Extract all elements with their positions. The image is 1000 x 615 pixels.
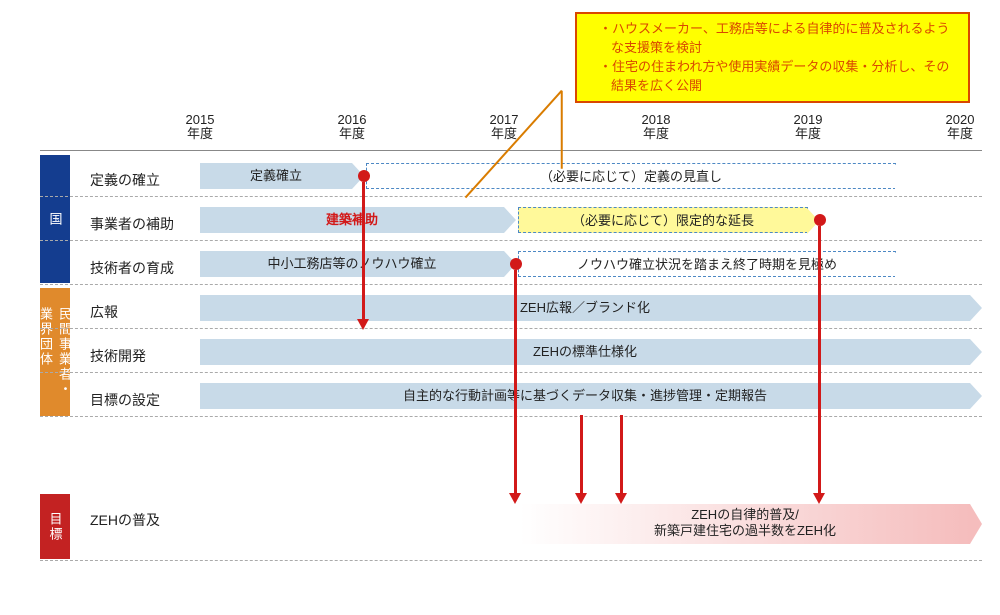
red-arrow — [362, 182, 365, 320]
red-arrow — [580, 415, 583, 494]
header-line — [40, 150, 982, 151]
bar-arrow-tip — [970, 383, 982, 409]
leader-line — [561, 91, 563, 169]
row-label: 広報 — [90, 302, 200, 322]
timeline-bar: 中小工務店等のノウハウ確立 — [200, 251, 504, 277]
timeline-bar: ZEH広報／ブランド化 — [200, 295, 970, 321]
row-label: 事業者の補助 — [90, 214, 200, 234]
bar-arrow-tip — [895, 252, 907, 278]
callout-item: ハウスメーカー、工務店等による自律的に普及されるような支援策を検討 — [599, 20, 958, 58]
bar-arrow-tip — [970, 504, 982, 544]
bar-arrow-tip — [895, 164, 907, 190]
row-divider — [40, 560, 982, 561]
row-divider — [40, 416, 982, 417]
bar-arrow-tip — [970, 295, 982, 321]
timeline-bar: （必要に応じて）限定的な延長 — [518, 207, 808, 233]
row-label: 目標の設定 — [90, 390, 200, 410]
year-label: 2015年度 — [170, 113, 230, 142]
bar-arrow-tip — [504, 207, 516, 233]
year-label: 2019年度 — [778, 113, 838, 142]
row-divider — [40, 284, 982, 285]
row-label: ZEHの普及 — [90, 510, 200, 530]
callout-box: ハウスメーカー、工務店等による自律的に普及されるような支援策を検討住宅の住まわれ… — [575, 12, 970, 103]
row-divider — [40, 196, 982, 197]
category-tab: 目標 — [40, 494, 70, 559]
red-arrow — [818, 226, 821, 494]
row-divider — [40, 240, 982, 241]
timeline-bar-goal: ZEHの自律的普及/新築戸建住宅の過半数をZEH化 — [520, 504, 970, 544]
year-label: 2020年度 — [930, 113, 990, 142]
red-arrow — [514, 270, 517, 494]
row-label: 定義の確立 — [90, 170, 200, 190]
row-divider — [40, 372, 982, 373]
timeline-bar: 定義確立 — [200, 163, 352, 189]
row-divider — [40, 328, 982, 329]
red-dot — [510, 258, 522, 270]
timeline-bar: ノウハウ確立状況を踏まえ終了時期を見極め — [518, 251, 896, 277]
timeline-bar: （必要に応じて）定義の見直し — [366, 163, 896, 189]
callout-item: 住宅の住まわれ方や使用実績データの収集・分析し、その結果を広く公開 — [599, 58, 958, 96]
category-tab: 国 — [40, 155, 70, 283]
red-arrow — [620, 415, 623, 494]
timeline-bar: ZEHの標準仕様化 — [200, 339, 970, 365]
category-tab: 民間事業者・業界団体 — [40, 288, 70, 416]
timeline-chart: ハウスメーカー、工務店等による自律的に普及されるような支援策を検討住宅の住まわれ… — [0, 0, 1000, 615]
red-dot — [814, 214, 826, 226]
red-dot — [358, 170, 370, 182]
bar-arrow-tip — [970, 339, 982, 365]
row-label: 技術開発 — [90, 346, 200, 366]
timeline-bar: 建築補助 — [200, 207, 504, 233]
year-label: 2016年度 — [322, 113, 382, 142]
timeline-bar: 自主的な行動計画等に基づくデータ収集・進捗管理・定期報告 — [200, 383, 970, 409]
row-label: 技術者の育成 — [90, 258, 200, 278]
year-label: 2018年度 — [626, 113, 686, 142]
year-label: 2017年度 — [474, 113, 534, 142]
